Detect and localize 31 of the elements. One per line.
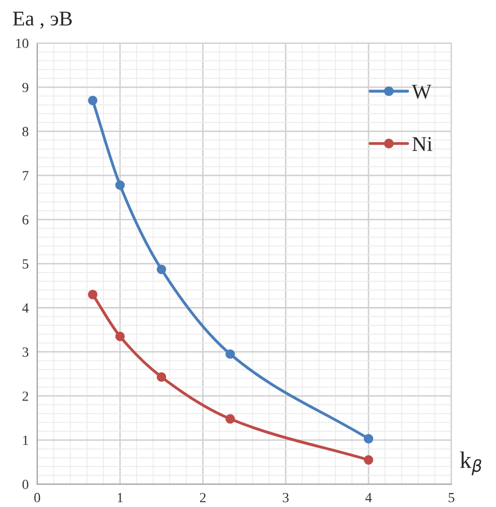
x-tick-label: 2: [200, 492, 206, 502]
x-tick-label: 5: [448, 493, 454, 502]
legend-label: W: [412, 84, 432, 99]
point: [156, 264, 166, 274]
y-tick-label: 10: [16, 38, 28, 48]
x-tick-label: 3: [282, 492, 289, 502]
x-tick-label: 0: [34, 492, 40, 502]
y-axis-title: Ea , эВ: [12, 12, 72, 29]
point: [88, 290, 98, 300]
x-axis-title: k$_{β}$: [460, 452, 482, 476]
point: [225, 349, 235, 359]
point: [88, 96, 98, 106]
x-tick-label: 1: [118, 492, 123, 502]
y-tick-label: 7: [22, 171, 28, 180]
y-tick-label: 5: [22, 259, 28, 269]
y-tick-label: 8: [22, 126, 28, 136]
y-tick-label: 4: [22, 303, 29, 313]
x-tick-label: 4: [365, 493, 372, 502]
y-tick-label: 3: [22, 347, 28, 357]
y-tick-label: 9: [22, 82, 28, 92]
y-tick-label: 6: [22, 215, 28, 224]
point: [364, 434, 374, 444]
y-tick-label: 1: [23, 436, 28, 445]
y-tick-label: 2: [22, 392, 28, 401]
legend-label: Ni: [412, 137, 432, 151]
y-tick-label: 0: [22, 480, 28, 490]
point: [115, 332, 125, 342]
point: [225, 414, 235, 424]
point: [364, 455, 374, 465]
point: [115, 180, 125, 190]
point: [156, 372, 166, 382]
